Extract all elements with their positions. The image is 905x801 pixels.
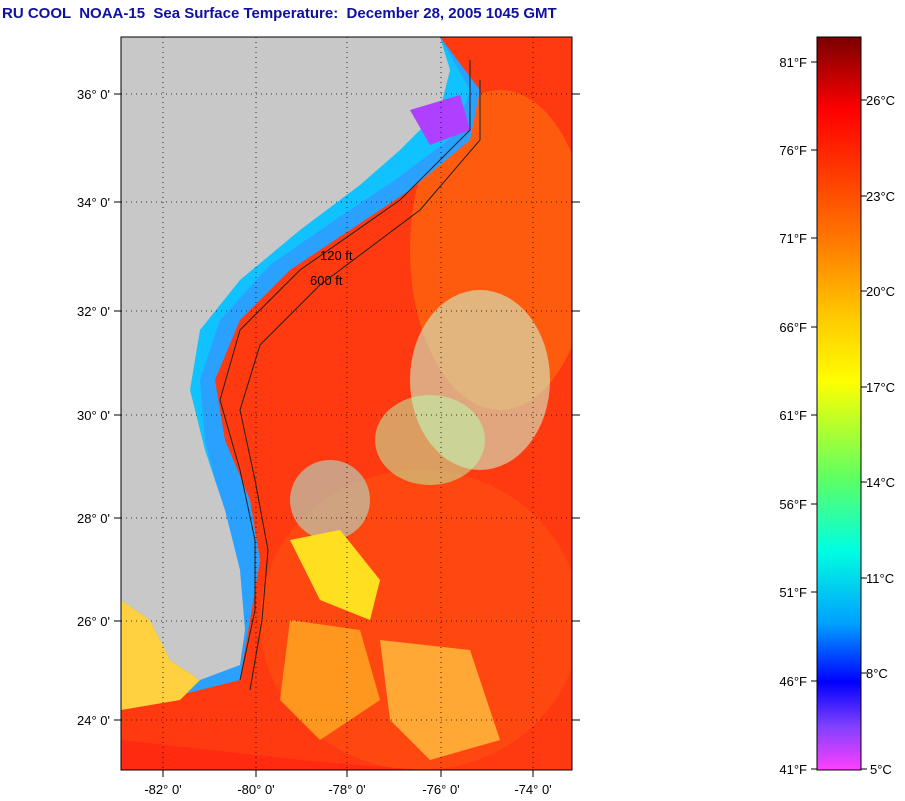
bahama-bank (290, 530, 380, 620)
celsius-label: 20°C (866, 284, 895, 299)
land-mass (121, 37, 450, 680)
lon-label: -74° 0' (514, 782, 551, 797)
fahrenheit-label: 41°F (779, 762, 807, 777)
celsius-label: 17°C (866, 380, 895, 395)
sound-water (410, 95, 470, 145)
gulf-water (121, 600, 200, 710)
celsius-label: 5°C (870, 762, 892, 777)
contour-120ft (219, 60, 471, 681)
lon-label: -76° 0' (422, 782, 459, 797)
celsius-label: 26°C (866, 93, 895, 108)
fahrenheit-label: 46°F (779, 674, 807, 689)
colorbar (816, 36, 862, 771)
lon-label: -78° 0' (328, 782, 365, 797)
fahrenheit-label: 51°F (779, 585, 807, 600)
contour-label-120: 120 ft (320, 248, 353, 263)
lon-label: -80° 0' (237, 782, 274, 797)
lon-label: -82° 0' (144, 782, 181, 797)
chart-title: RU COOL NOAA-15 Sea Surface Temperature:… (2, 5, 557, 22)
lat-label: 28° 0' (77, 511, 110, 526)
fahrenheit-label: 71°F (779, 231, 807, 246)
lat-label: 24° 0' (77, 713, 110, 728)
celsius-label: 11°C (866, 571, 894, 586)
lat-label: 34° 0' (77, 195, 110, 210)
map-ticks (114, 93, 580, 777)
lat-label: 30° 0' (77, 408, 110, 423)
celsius-label: 8°C (866, 666, 888, 681)
lat-label: 26° 0' (77, 614, 110, 629)
lat-label: 32° 0' (77, 304, 110, 319)
graticule (121, 37, 572, 770)
fahrenheit-label: 76°F (779, 143, 807, 158)
fahrenheit-label: 66°F (779, 320, 807, 335)
fahrenheit-label: 56°F (779, 497, 807, 512)
map-imagery: 120 ft 600 ft (121, 37, 572, 770)
fahrenheit-label: 61°F (779, 408, 807, 423)
fahrenheit-label: 81°F (779, 55, 807, 70)
lat-label: 36° 0' (77, 87, 110, 102)
celsius-label: 14°C (866, 475, 895, 490)
celsius-label: 23°C (866, 189, 895, 204)
contour-600ft (239, 80, 481, 691)
contour-label-600: 600 ft (310, 273, 343, 288)
